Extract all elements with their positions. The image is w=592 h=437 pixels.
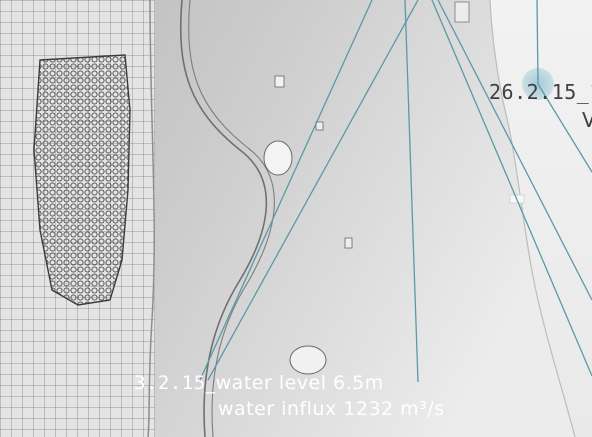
callout-line1: _water level 6.5m: [205, 372, 384, 394]
upper-callout-line1: _1: [576, 80, 592, 104]
water-level-label: 3.2.15_water level 6.5m: [134, 372, 384, 394]
city-district-outline: [33, 54, 131, 306]
island-1: [263, 140, 293, 176]
leader-line-5: [437, 0, 592, 301]
river-channel: [179, 0, 268, 437]
structure-3: [344, 237, 353, 249]
structure-1: [274, 75, 285, 88]
upper-callout-date: 26.2.15: [489, 80, 577, 104]
dry-land-east: [490, 0, 592, 437]
leader-line-6: [536, 0, 539, 85]
river-bank-west: [147, 0, 155, 437]
structure-2: [315, 121, 324, 131]
leader-line-7: [537, 83, 592, 173]
river-channel-inner: [188, 0, 275, 437]
leader-line-4: [431, 0, 592, 377]
water-influx-label: water influx 1232 m³/s: [218, 398, 445, 420]
leader-line-2: [207, 0, 419, 381]
callout-date: 3.2.15: [134, 372, 206, 394]
leader-line-3: [404, 0, 419, 383]
upper-callout-second-line: V: [582, 108, 592, 132]
island-2: [289, 345, 327, 375]
city-dense-district: [34, 55, 130, 305]
leader-line-1: [199, 0, 373, 381]
structure-4: [454, 1, 470, 23]
upper-callout-label: 26.2.15_1: [489, 80, 592, 104]
leader-lines: [199, 0, 592, 383]
